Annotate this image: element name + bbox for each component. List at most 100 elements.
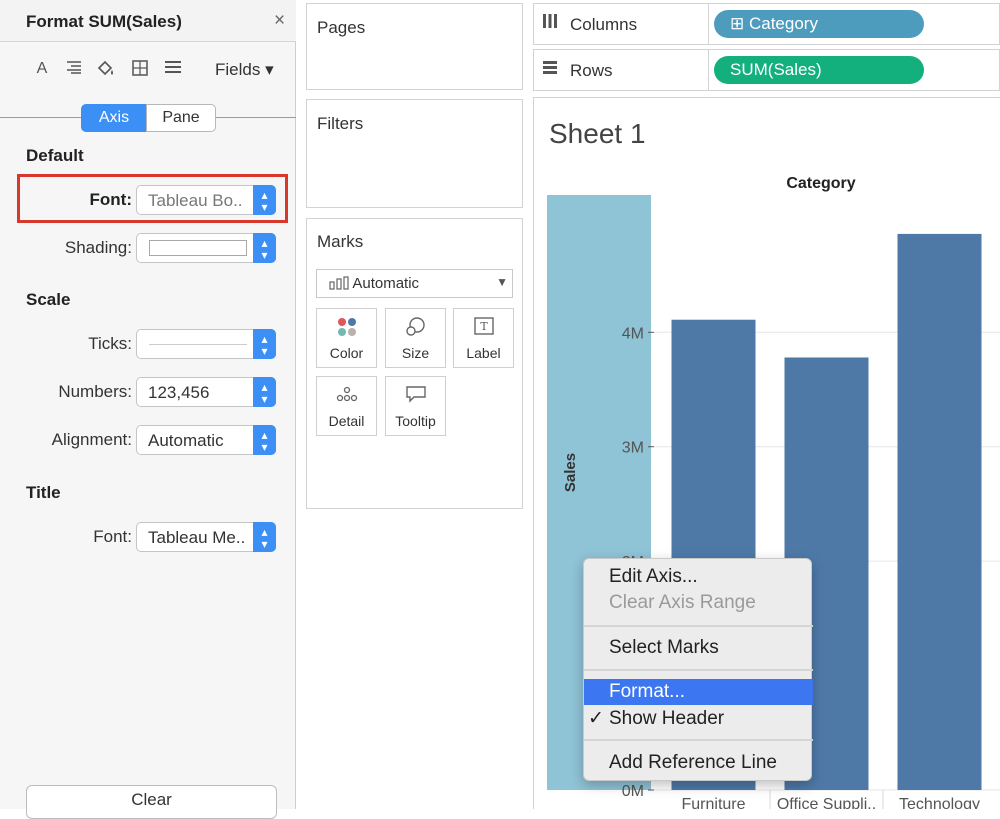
stepper-icon: ▴ ▾ [253,377,276,407]
pages-title: Pages [317,18,366,37]
label-icon: T [454,317,513,340]
align-icon[interactable] [63,60,85,79]
x-tick-label: Technology [899,796,980,809]
menu-item-add-reference-line[interactable]: Add Reference Line [584,750,813,776]
columns-shelf-label: Columns [534,4,709,44]
menu-separator [584,669,813,671]
detail-label: Detail [328,413,365,429]
mark-type-label: Automatic [352,275,420,292]
font-highlight-box [17,174,288,223]
label-label: Label [466,345,501,361]
detail-icon [317,385,376,408]
y-tick-label: 4M [622,325,644,342]
x-tick-label: Furniture [681,796,745,809]
menu-separator [584,739,813,741]
ticks-dropdown[interactable]: ▴ ▾ [136,329,276,359]
size-label: Size [401,345,430,361]
menu-item-label: Select Marks [609,637,719,658]
format-pane-header: Format SUM(Sales) × [0,0,296,42]
sheet-title: Sheet 1 [549,118,646,149]
default-font-dropdown[interactable]: Tableau Bo.. ▴ ▾ [136,185,276,215]
close-icon[interactable]: × [274,10,286,31]
title-font-dropdown[interactable]: Tableau Me.. ▴ ▾ [136,522,276,552]
numbers-dropdown[interactable]: 123,456 ▴ ▾ [136,377,276,407]
menu-item-label: Add Reference Line [609,752,777,773]
tooltip-icon [386,385,445,408]
detail-button[interactable]: Detail [316,376,377,436]
menu-item-select-marks[interactable]: Select Marks [584,635,813,661]
tooltip-button[interactable]: Tooltip [385,376,446,436]
label-button[interactable]: T Label [453,308,514,368]
lines-icon[interactable] [162,60,184,79]
rows-shelf[interactable]: Rows SUM(Sales) [533,49,1000,91]
stepper-icon: ▴ ▾ [253,522,276,552]
marks-title: Marks [317,232,364,251]
tab-divider-right [216,117,296,118]
alignment-dropdown[interactable]: Automatic ▴ ▾ [136,425,276,455]
shading-dropdown[interactable]: ▴ ▾ [136,233,276,263]
menu-item-show-header[interactable]: ✓ Show Header [584,706,813,732]
color-button[interactable]: Color [316,308,377,368]
scale-heading: Scale [26,290,71,309]
fields-label: Fields [215,60,261,79]
stepper-icon: ▴ ▾ [253,185,276,215]
y-tick-label: 3M [622,440,644,457]
ticks-label: Ticks: [88,334,132,353]
menu-separator [584,625,813,627]
menu-item-format[interactable]: Format... [584,679,813,705]
format-pane: Format SUM(Sales) × A Fields ▾ Axis Pane… [0,0,296,819]
menu-item-edit-axis[interactable]: Edit Axis... [584,564,813,590]
sales-pill[interactable]: SUM(Sales) [714,56,924,84]
category-pill[interactable]: ⊞ Category [714,10,924,38]
menu-item-label: Edit Axis... [609,566,698,587]
bar [897,233,982,791]
font-icon[interactable]: A [36,60,48,77]
alignment-label: Alignment: [51,430,132,449]
tab-pane[interactable]: Pane [146,104,216,132]
default-font-value: Tableau Bo.. [148,191,243,210]
menu-item-clear-axis-range: Clear Axis Range [584,590,813,616]
borders-icon[interactable] [129,60,151,81]
shading-icon[interactable] [95,60,117,83]
context-menu: Edit Axis... Clear Axis Range Select Marks… [583,558,813,781]
numbers-value: 123,456 [148,383,210,402]
stepper-icon: ▴ ▾ [253,329,276,359]
alignment-value: Automatic [148,431,224,450]
rows-icon [542,59,558,80]
format-pane-title: Format SUM(Sales) [26,12,182,31]
x-tick-label: Office Suppli.. [777,796,876,809]
svg-text:T: T [480,320,488,333]
ticks-line-preview [149,344,247,345]
stepper-icon: ▴ ▾ [253,233,276,263]
title-heading: Title [26,483,61,502]
filters-card[interactable]: Filters [306,99,523,208]
tab-axis[interactable]: Axis [81,104,147,132]
columns-label: Columns [570,15,638,34]
tooltip-label: Tooltip [395,413,436,429]
mark-type-value: Automatic [329,275,419,292]
rows-label: Rows [570,61,613,80]
mark-type-dropdown[interactable]: Automatic ▼ [316,269,513,298]
pages-card[interactable]: Pages [306,3,523,90]
bar-mark-icon [329,276,349,290]
numbers-label: Numbers: [58,382,132,401]
title-font-value: Tableau Me.. [148,528,246,547]
size-button[interactable]: Size [385,308,446,368]
rows-shelf-label: Rows [534,50,709,90]
stepper-icon: ▴ ▾ [253,425,276,455]
color-label: Color [329,345,364,361]
default-heading: Default [26,146,84,165]
filters-title: Filters [317,114,364,133]
chevron-down-icon: ▼ [496,275,508,289]
shading-swatch [149,240,247,256]
menu-item-label: Show Header [609,708,725,729]
size-icon [386,317,445,342]
fields-dropdown[interactable]: Fields ▾ [215,60,274,80]
columns-icon [542,13,558,34]
marks-card: Marks Automatic ▼ Color Size T Label Det… [306,218,523,509]
chevron-down-icon: ▾ [265,60,274,79]
clear-button[interactable]: Clear [26,785,277,819]
shading-label: Shading: [64,238,132,257]
checkmark-icon: ✓ [588,708,604,729]
columns-shelf[interactable]: Columns ⊞ Category [533,3,1000,45]
